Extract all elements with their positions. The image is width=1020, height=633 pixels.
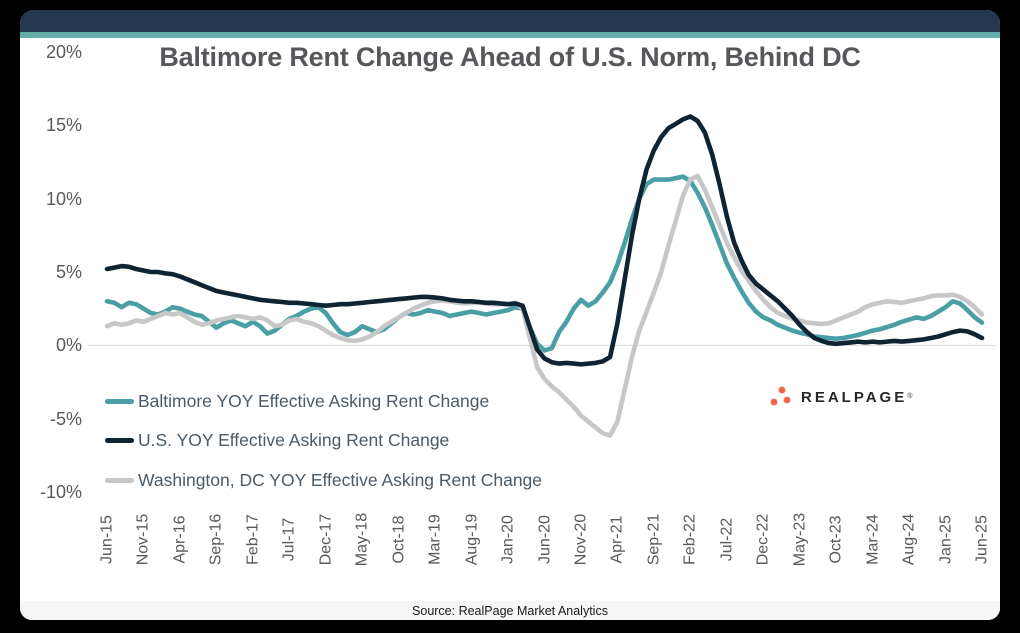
realpage-logo: REALPAGE ® [770,382,912,412]
realpage-dots-icon [770,386,791,406]
realpage-logo-text: REALPAGE [801,388,908,406]
series-line-baltimore-yoy-effective-asking-rent-change [104,174,985,353]
y-axis: 20% 15% 10% 5% 0% -5% -10% [20,42,82,502]
legend: Baltimore YOY Effective Asking Rent Chan… [20,10,1000,620]
y-tick-label: -10% [39,482,82,502]
legend-item-baltimore: Baltimore YOY Effective Asking Rent Chan… [105,390,489,412]
series-line-u-s-yoy-effective-asking-rent-change [104,114,985,367]
legend-swatch-icon [105,477,134,483]
y-tick-label: 10% [45,189,82,209]
legend-label: Washington, DC YOY Effective Asking Rent… [138,469,543,490]
legend-item-us: U.S. YOY Effective Asking Rent Change [105,429,449,451]
legend-swatch-icon [105,398,134,404]
header-bar [20,10,1000,32]
legend-label: U.S. YOY Effective Asking Rent Change [138,429,450,450]
y-tick-label: -5% [49,409,82,429]
source-text: Source: RealPage Market Analytics [412,603,608,618]
y-tick-label: 20% [45,42,82,62]
legend-label: Baltimore YOY Effective Asking Rent Chan… [138,390,490,411]
realpage-trademark: ® [907,393,913,400]
series-line-washington-dc-yoy-effective-asking-rent-change [104,173,985,438]
y-tick-label: 15% [45,115,82,135]
y-tick-label: 0% [55,335,82,355]
plot-area [88,114,996,438]
chart-title: Baltimore Rent Change Ahead of U.S. Norm… [159,42,861,72]
chart-card: Baltimore Rent Change Ahead of U.S. Norm… [20,10,1000,620]
y-tick-label: 5% [55,262,82,282]
accent-stripe [20,32,1000,38]
legend-swatch-icon [105,437,134,443]
legend-item-washington-dc: Washington, DC YOY Effective Asking Rent… [105,469,542,491]
source-strip: Source: RealPage Market Analytics [20,601,1000,620]
